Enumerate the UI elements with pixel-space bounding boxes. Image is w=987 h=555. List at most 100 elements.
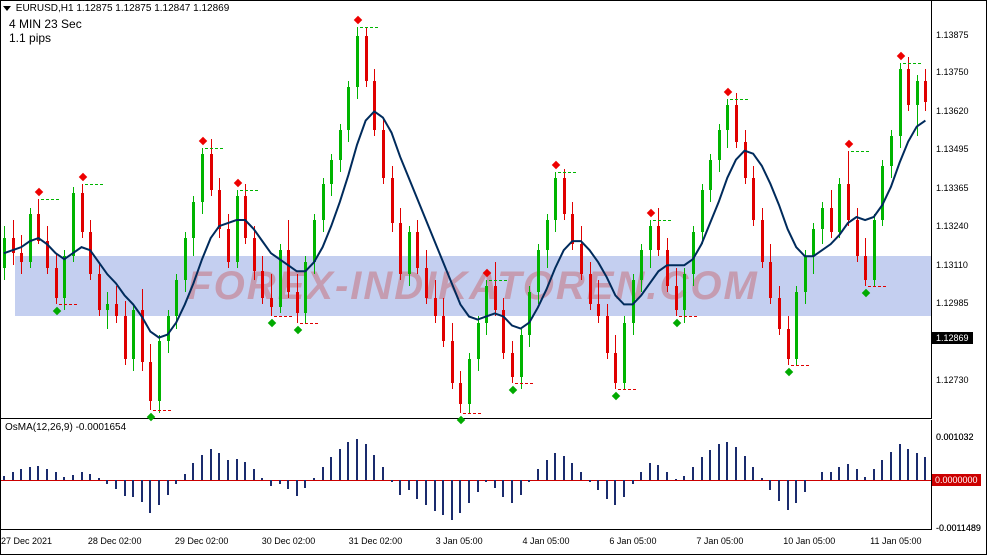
osc-bar — [761, 478, 763, 480]
osc-bar — [563, 456, 565, 480]
osc-bar — [640, 472, 642, 480]
osc-bar — [718, 444, 720, 479]
osc-bar — [132, 480, 134, 497]
symbol-name: EURUSD,H1 — [16, 3, 74, 14]
price-tick: 1.12985 — [936, 298, 969, 308]
osc-bar — [347, 442, 349, 480]
osc-bar — [666, 472, 668, 480]
osc-bar — [175, 480, 177, 484]
dropdown-icon[interactable] — [3, 6, 11, 11]
osc-bar — [632, 480, 634, 484]
osc-axis: 0.001032-0.00114890.00000000.001032-0.00… — [931, 420, 986, 530]
osc-bar — [485, 480, 487, 482]
osc-bar — [12, 472, 14, 480]
fractal-high-icon — [896, 52, 904, 60]
price-axis: 1.138751.137501.136201.134951.133651.132… — [931, 1, 986, 419]
timer-text: 4 MIN 23 Sec — [9, 17, 82, 31]
osc-bar — [304, 480, 306, 488]
osc-bar — [158, 480, 160, 505]
fractal-line — [85, 184, 103, 185]
fractal-line — [791, 365, 809, 366]
osc-bar — [864, 477, 866, 480]
osc-bar — [149, 480, 151, 513]
fractal-low-icon — [509, 386, 517, 394]
fractal-line — [851, 151, 869, 152]
price-tick: 1.13110 — [936, 260, 968, 270]
fractal-high-icon — [483, 269, 491, 277]
osc-bar — [744, 456, 746, 480]
fractal-line — [59, 304, 77, 305]
fractal-low-icon — [612, 392, 620, 400]
osc-bar — [787, 480, 789, 510]
osc-bar — [192, 463, 194, 480]
osc-bar — [416, 480, 418, 499]
osc-bar — [511, 480, 513, 503]
fractal-line — [205, 148, 223, 149]
osc-bar — [46, 469, 48, 480]
osc-bar — [821, 472, 823, 480]
price-tick: 1.13365 — [936, 183, 969, 193]
current-price-tag: 1.12869 — [932, 332, 973, 344]
osc-bar — [253, 469, 255, 479]
fractal-line — [274, 316, 292, 317]
osc-bar — [468, 480, 470, 503]
fractal-line — [240, 190, 258, 191]
osc-bar — [365, 444, 367, 479]
osc-bar — [20, 469, 22, 479]
osc-bar — [924, 457, 926, 480]
osc-bar — [554, 453, 556, 480]
osc-bar — [856, 469, 858, 479]
osc-bar — [477, 480, 479, 492]
osc-bar — [778, 480, 780, 501]
fractal-line — [489, 280, 507, 281]
osc-bar — [425, 480, 427, 505]
fractal-low-icon — [862, 289, 870, 297]
price-tick: 1.13875 — [936, 30, 969, 40]
time-tick: 11 Jan 05:00 — [870, 536, 921, 546]
osc-bar — [873, 469, 875, 479]
osc-bar — [72, 475, 74, 480]
osc-bar — [408, 480, 410, 490]
osc-bar — [210, 449, 212, 480]
osc-bar — [106, 480, 108, 484]
fractal-line — [463, 413, 481, 414]
time-tick: 10 Jan 05:00 — [783, 536, 835, 546]
osc-bar — [63, 477, 65, 480]
osc-bar — [752, 467, 754, 480]
price-plot[interactable] — [1, 15, 931, 418]
time-tick: 3 Jan 05:00 — [436, 536, 483, 546]
fractal-line — [730, 99, 748, 100]
osc-bar — [356, 439, 358, 480]
osc-bar — [546, 460, 548, 480]
oscillator-panel[interactable]: OsMA(12,26,9) -0.0001654 — [1, 420, 931, 530]
osc-bar — [520, 480, 522, 495]
osc-plot[interactable] — [1, 434, 931, 530]
spread-text: 1.1 pips — [9, 31, 82, 45]
osc-bar — [81, 472, 83, 480]
osc-bar — [399, 480, 401, 495]
osc-bar — [270, 480, 272, 486]
osc-bar — [735, 447, 737, 480]
osc-bar — [115, 480, 117, 489]
osc-bar — [916, 453, 918, 480]
fractal-line — [558, 172, 576, 173]
fractal-line — [360, 27, 378, 28]
osc-bar — [709, 450, 711, 480]
osc-bar — [236, 459, 238, 480]
fractal-line — [903, 63, 921, 64]
fractal-line — [41, 199, 59, 200]
osc-bar — [201, 455, 203, 480]
osc-bar — [614, 480, 616, 505]
osc-bar — [580, 472, 582, 480]
osc-title: OsMA(12,26,9) -0.0001654 — [5, 422, 126, 433]
osc-bar — [55, 472, 57, 480]
fractal-high-icon — [199, 136, 207, 144]
price-panel[interactable]: EURUSD,H1 1.12875 1.12875 1.12847 1.1286… — [1, 1, 931, 419]
fractal-low-icon — [294, 325, 302, 333]
osc-bar — [313, 478, 315, 480]
osc-bar — [141, 480, 143, 502]
osc-bar — [227, 460, 229, 480]
time-tick: 6 Jan 05:00 — [609, 536, 656, 546]
osc-bar — [597, 480, 599, 490]
fractal-high-icon — [552, 161, 560, 169]
